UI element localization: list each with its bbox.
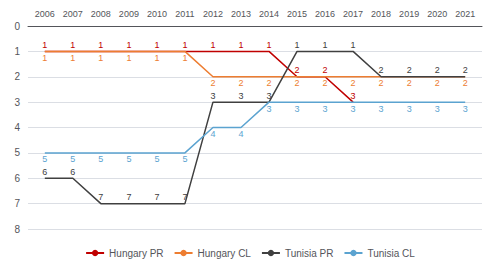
svg-text:2: 2 bbox=[407, 65, 412, 75]
svg-text:3: 3 bbox=[267, 104, 272, 114]
svg-text:5: 5 bbox=[98, 154, 103, 164]
svg-text:3: 3 bbox=[295, 104, 300, 114]
svg-text:1: 1 bbox=[154, 53, 159, 63]
svg-text:6: 6 bbox=[14, 173, 20, 184]
svg-text:Tunisia PR: Tunisia PR bbox=[285, 248, 334, 259]
svg-text:2: 2 bbox=[295, 65, 300, 75]
svg-text:Tunisia CL: Tunisia CL bbox=[367, 248, 415, 259]
svg-text:1: 1 bbox=[154, 40, 159, 50]
svg-text:1: 1 bbox=[98, 40, 103, 50]
svg-text:2013: 2013 bbox=[231, 9, 251, 19]
svg-text:5: 5 bbox=[182, 154, 187, 164]
svg-text:2015: 2015 bbox=[287, 9, 307, 19]
svg-text:1: 1 bbox=[126, 40, 131, 50]
svg-text:2019: 2019 bbox=[399, 9, 419, 19]
svg-text:2: 2 bbox=[435, 78, 440, 88]
svg-text:Hungary PR: Hungary PR bbox=[109, 248, 163, 259]
svg-text:2007: 2007 bbox=[63, 9, 83, 19]
svg-text:2: 2 bbox=[407, 78, 412, 88]
svg-text:7: 7 bbox=[182, 192, 187, 202]
svg-text:2018: 2018 bbox=[371, 9, 391, 19]
svg-text:7: 7 bbox=[98, 192, 103, 202]
svg-text:2016: 2016 bbox=[315, 9, 335, 19]
svg-text:2: 2 bbox=[379, 65, 384, 75]
svg-text:1: 1 bbox=[267, 40, 272, 50]
svg-text:1: 1 bbox=[210, 40, 215, 50]
svg-text:0: 0 bbox=[14, 21, 20, 32]
svg-text:1: 1 bbox=[14, 46, 20, 57]
svg-text:1: 1 bbox=[70, 53, 75, 63]
svg-text:3: 3 bbox=[238, 91, 243, 101]
svg-text:5: 5 bbox=[70, 154, 75, 164]
svg-text:1: 1 bbox=[70, 40, 75, 50]
svg-text:2020: 2020 bbox=[427, 9, 447, 19]
svg-text:6: 6 bbox=[42, 167, 47, 177]
svg-text:2021: 2021 bbox=[455, 9, 475, 19]
svg-text:3: 3 bbox=[323, 104, 328, 114]
svg-text:2009: 2009 bbox=[119, 9, 139, 19]
svg-text:5: 5 bbox=[14, 147, 20, 158]
svg-text:2: 2 bbox=[238, 78, 243, 88]
svg-text:4: 4 bbox=[210, 129, 215, 139]
svg-text:4: 4 bbox=[238, 129, 243, 139]
svg-text:2: 2 bbox=[295, 78, 300, 88]
svg-text:7: 7 bbox=[14, 198, 20, 209]
svg-text:3: 3 bbox=[210, 91, 215, 101]
svg-text:7: 7 bbox=[154, 192, 159, 202]
svg-text:2017: 2017 bbox=[343, 9, 363, 19]
svg-text:3: 3 bbox=[267, 91, 272, 101]
svg-text:8: 8 bbox=[14, 224, 20, 235]
svg-text:3: 3 bbox=[407, 104, 412, 114]
svg-text:2: 2 bbox=[435, 65, 440, 75]
svg-text:2: 2 bbox=[463, 78, 468, 88]
svg-text:2: 2 bbox=[267, 78, 272, 88]
svg-text:2: 2 bbox=[463, 65, 468, 75]
svg-text:7: 7 bbox=[126, 192, 131, 202]
svg-text:1: 1 bbox=[238, 40, 243, 50]
svg-text:1: 1 bbox=[323, 40, 328, 50]
svg-text:2: 2 bbox=[323, 78, 328, 88]
svg-text:2: 2 bbox=[351, 78, 356, 88]
svg-text:2: 2 bbox=[14, 71, 20, 82]
svg-text:5: 5 bbox=[154, 154, 159, 164]
svg-text:1: 1 bbox=[182, 40, 187, 50]
svg-text:2008: 2008 bbox=[91, 9, 111, 19]
svg-text:2012: 2012 bbox=[203, 9, 223, 19]
svg-text:3: 3 bbox=[379, 104, 384, 114]
svg-text:1: 1 bbox=[182, 53, 187, 63]
svg-text:6: 6 bbox=[70, 167, 75, 177]
svg-text:3: 3 bbox=[351, 104, 356, 114]
svg-text:3: 3 bbox=[463, 104, 468, 114]
svg-text:5: 5 bbox=[126, 154, 131, 164]
svg-text:3: 3 bbox=[351, 91, 356, 101]
svg-text:1: 1 bbox=[98, 53, 103, 63]
svg-text:2: 2 bbox=[210, 78, 215, 88]
svg-text:Hungary CL: Hungary CL bbox=[198, 248, 252, 259]
svg-text:2006: 2006 bbox=[35, 9, 55, 19]
svg-text:1: 1 bbox=[126, 53, 131, 63]
svg-text:2010: 2010 bbox=[147, 9, 167, 19]
svg-text:5: 5 bbox=[42, 154, 47, 164]
svg-text:1: 1 bbox=[42, 53, 47, 63]
svg-text:3: 3 bbox=[14, 97, 20, 108]
svg-text:4: 4 bbox=[14, 122, 20, 133]
svg-text:1: 1 bbox=[295, 40, 300, 50]
svg-text:2: 2 bbox=[379, 78, 384, 88]
svg-text:1: 1 bbox=[42, 40, 47, 50]
svg-text:2: 2 bbox=[323, 65, 328, 75]
svg-text:2014: 2014 bbox=[259, 9, 279, 19]
svg-text:2011: 2011 bbox=[175, 9, 194, 19]
svg-text:1: 1 bbox=[351, 40, 356, 50]
svg-text:3: 3 bbox=[435, 104, 440, 114]
